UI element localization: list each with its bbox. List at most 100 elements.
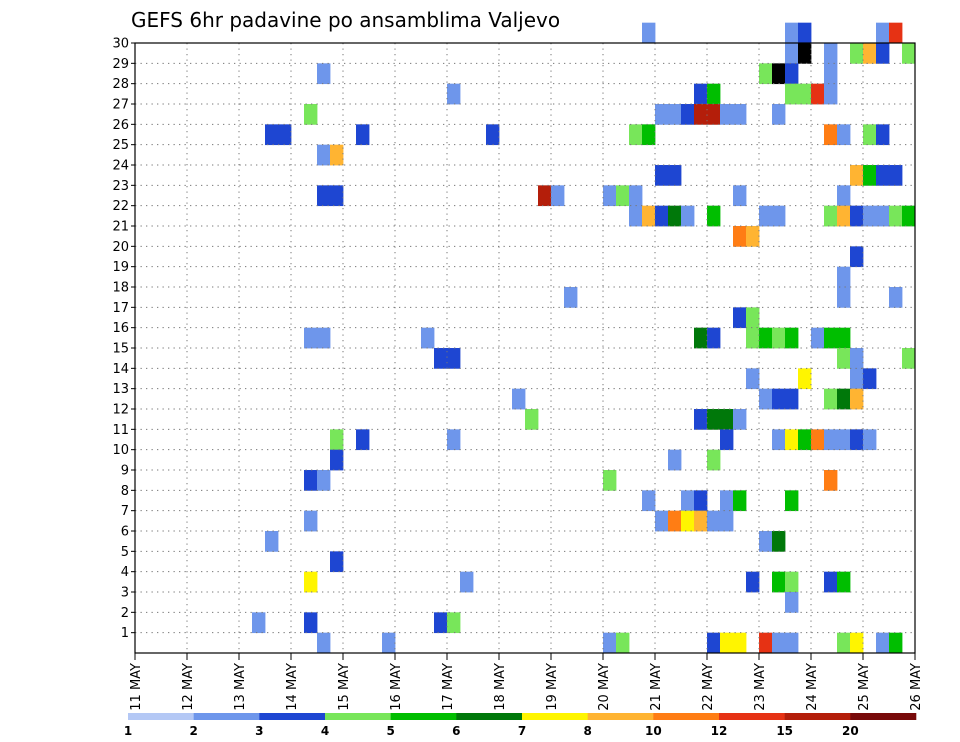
heatmap-cell	[772, 205, 786, 227]
colorbar-legend: 1 2 3 4 5 6 7 8 10 12 15 20	[124, 713, 917, 738]
heatmap-cell	[317, 144, 331, 166]
x-tick-label: 25 MAY	[857, 663, 872, 711]
heatmap-cell	[655, 104, 669, 125]
heatmap-cell	[278, 124, 292, 146]
y-tick-label: 17	[112, 301, 129, 316]
x-tick-label: 21 MAY	[649, 663, 664, 711]
heatmap-cell	[876, 205, 890, 227]
heatmap-cell	[785, 63, 799, 85]
heatmap-cell	[304, 327, 318, 349]
y-tick-label: 21	[112, 220, 129, 235]
heatmap-cell	[694, 327, 708, 349]
y-tick-label: 29	[112, 57, 129, 72]
heatmap-cell	[746, 226, 760, 247]
colorbar-swatch	[128, 713, 194, 720]
colorbar-label: 5	[386, 724, 394, 738]
y-tick-label: 8	[121, 484, 129, 499]
heatmap-cell	[850, 43, 864, 64]
x-tick-label: 12 MAY	[181, 663, 196, 711]
heatmap-cell	[837, 429, 851, 451]
heatmap-cell	[850, 246, 864, 268]
heatmap-cell	[889, 165, 903, 186]
heatmap-cell	[824, 205, 838, 227]
heatmap-cell	[876, 43, 890, 64]
heatmap-cell	[707, 409, 721, 430]
heatmap-cell	[889, 632, 903, 654]
heatmap-cell	[317, 632, 331, 654]
heatmap-cell	[538, 185, 552, 207]
y-tick-label: 19	[112, 260, 129, 275]
heatmap-cell	[720, 104, 734, 125]
heatmap-cell	[668, 205, 682, 227]
heatmap-cell	[785, 592, 799, 613]
heatmap-cell	[785, 327, 799, 349]
heatmap-cell	[447, 612, 461, 634]
heatmap-cell	[850, 165, 864, 186]
heatmap-cell	[772, 63, 786, 85]
heatmap-cell	[447, 83, 461, 105]
heatmap-cell	[356, 429, 370, 451]
heatmap-cell	[304, 571, 318, 593]
heatmap-cell	[681, 510, 695, 532]
heatmap-cell	[603, 470, 617, 491]
colorbar-label: 4	[321, 724, 329, 738]
heatmap-cell	[707, 83, 721, 105]
heatmap-cell	[694, 409, 708, 430]
heatmap-cell	[694, 490, 708, 512]
heatmap-cell	[642, 205, 656, 227]
heatmap-cell	[733, 307, 747, 329]
heatmap-cell	[564, 287, 578, 308]
heatmap-cell	[902, 205, 916, 227]
y-tick-label: 11	[112, 423, 129, 438]
y-tick-label: 14	[112, 362, 129, 377]
heatmap-cell	[317, 185, 331, 207]
heatmap-cell	[421, 327, 435, 349]
heatmap-cell	[616, 185, 630, 207]
y-tick-label: 30	[112, 37, 129, 52]
heatmap-cell	[837, 327, 851, 349]
heatmap-cell	[434, 348, 448, 369]
heatmap-cell	[265, 531, 279, 552]
heatmap-cell	[382, 632, 396, 654]
heatmap-cell	[837, 205, 851, 227]
heatmap-cell	[629, 185, 643, 207]
heatmap-cell	[668, 104, 682, 125]
heatmap-cell	[863, 43, 877, 64]
heatmap-cell	[694, 83, 708, 105]
heatmap-cell	[707, 510, 721, 532]
colorbar-label: 3	[255, 724, 263, 738]
heatmap-cell	[850, 348, 864, 369]
heatmap-cell	[837, 632, 851, 654]
heatmap-cell	[785, 388, 799, 410]
heatmap-cell	[668, 165, 682, 186]
y-tick-label: 16	[112, 321, 129, 336]
y-tick-label: 22	[112, 199, 129, 214]
heatmap-cell	[811, 429, 825, 451]
heatmap-cell	[642, 490, 656, 512]
heatmap-cell	[785, 571, 799, 593]
heatmap-cell	[759, 632, 773, 654]
y-tick-label: 26	[112, 118, 129, 133]
heatmap-cell	[681, 490, 695, 512]
y-tick-label: 12	[112, 403, 129, 418]
y-tick-label: 2	[121, 606, 129, 621]
heatmap-cell	[694, 510, 708, 532]
heatmap-cell	[837, 185, 851, 207]
heatmap-cell	[824, 43, 838, 64]
heatmap-cell	[837, 571, 851, 593]
colorbar-label: 8	[583, 724, 591, 738]
y-tick-label: 1	[121, 626, 129, 641]
heatmap-cell	[759, 531, 773, 552]
heatmap-cell	[551, 185, 565, 207]
heatmap-cell	[850, 205, 864, 227]
heatmap-cell	[733, 104, 747, 125]
heatmap-cell	[811, 83, 825, 105]
heatmap-cell	[863, 165, 877, 186]
heatmap-cell	[434, 612, 448, 634]
y-tick-label: 6	[121, 525, 129, 540]
heatmap-cell	[876, 632, 890, 654]
heatmap-cell	[772, 388, 786, 410]
heatmap-cell	[356, 124, 370, 146]
x-tick-label: 22 MAY	[701, 663, 716, 711]
colorbar-swatch	[193, 713, 260, 720]
